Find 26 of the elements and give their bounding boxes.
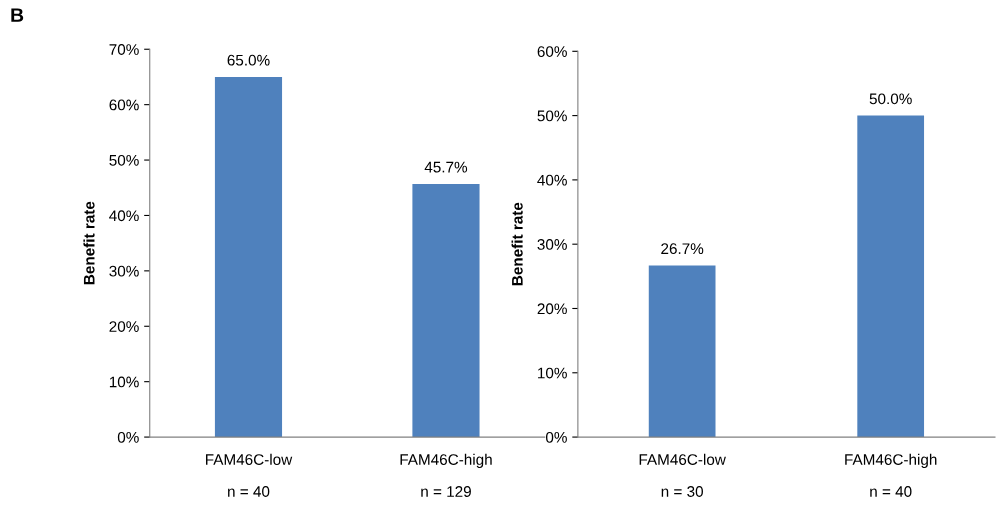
y-axis-title: Benefit rate bbox=[83, 201, 95, 285]
text: B bbox=[11, 8, 24, 22]
x-tick-label: FAM46C-high n = 40 bbox=[845, 453, 937, 497]
y-tick-label: 40% bbox=[537, 174, 567, 186]
y-tick-label: 20% bbox=[537, 303, 567, 315]
data-label: 45.7% bbox=[424, 161, 468, 173]
category-label: FAM46C-low n = 40 bbox=[206, 453, 293, 497]
y-tick-label: 70% bbox=[109, 44, 139, 55]
data-label: 26.7% bbox=[661, 243, 704, 255]
data-label: 50.0% bbox=[869, 93, 912, 105]
x-tick-label: FAM46C-high n = 129 bbox=[400, 453, 492, 497]
y-tick-label: 0% bbox=[117, 431, 139, 443]
y-tick-label: 50% bbox=[537, 110, 567, 122]
y-tick-label: 60% bbox=[537, 46, 567, 57]
y-tick-label: 40% bbox=[109, 210, 139, 222]
category-label: FAM46C-low n = 30 bbox=[639, 453, 726, 497]
data-label: 65.0% bbox=[227, 54, 270, 66]
y-tick-label: 30% bbox=[537, 239, 567, 250]
y-tick-label: 30% bbox=[109, 265, 139, 277]
y-tick-label: 0% bbox=[545, 431, 567, 443]
y-tick-label: 10% bbox=[538, 367, 567, 379]
y-tick-label: 20% bbox=[109, 321, 139, 332]
y-tick-label: 50% bbox=[109, 154, 139, 166]
y-tick-label: 60% bbox=[109, 99, 139, 111]
y-axis-title: Benefit rate bbox=[511, 202, 523, 286]
y-tick-label: 10% bbox=[109, 376, 139, 388]
